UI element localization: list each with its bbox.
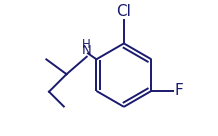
Text: F: F (174, 84, 183, 98)
Text: H: H (82, 38, 91, 51)
Text: N: N (82, 44, 92, 57)
Text: Cl: Cl (116, 4, 131, 19)
